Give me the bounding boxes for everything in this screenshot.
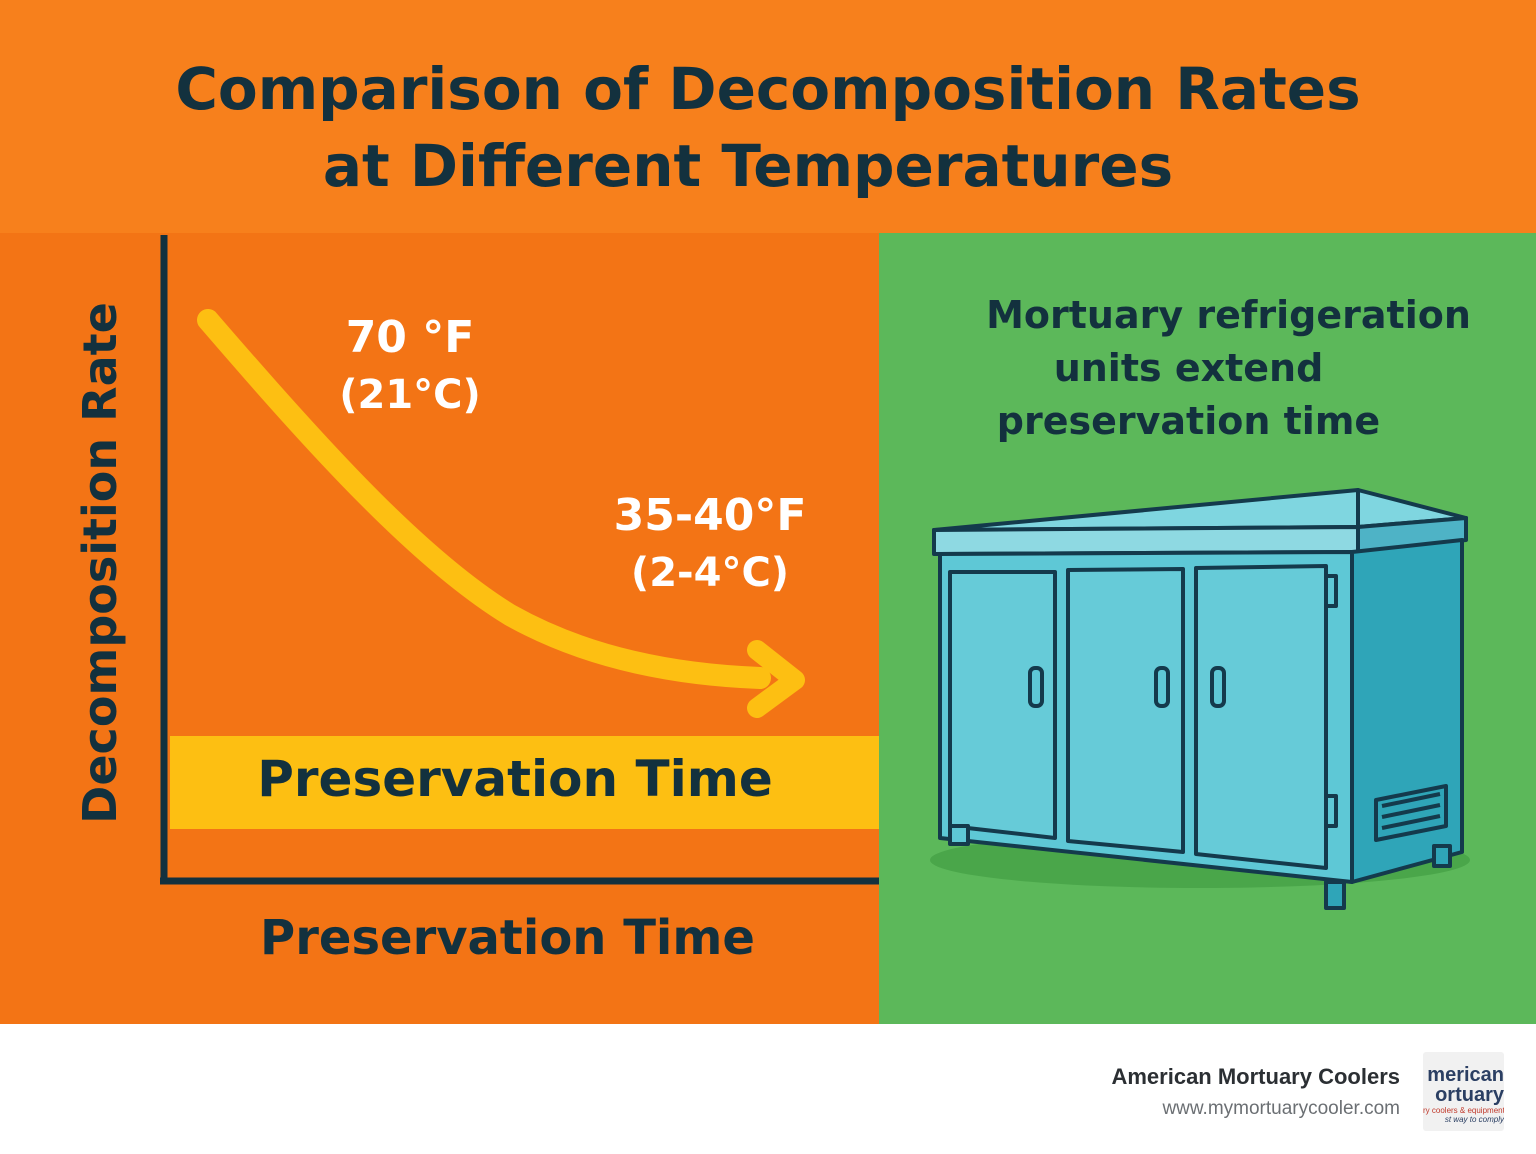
y-axis-label: Decomposition Rate [73,302,127,824]
brand-logo: merican ortuary ry coolers & equipment s… [1423,1052,1504,1131]
footer [0,1024,1536,1154]
start-temp-celsius: (21°C) [339,372,481,418]
side-text-line-1: Mortuary refrigeration [986,293,1471,337]
chart-panel [0,233,879,1024]
preservation-band [170,736,879,829]
decomposition-curve [197,309,771,689]
end-temp-celsius: (2-4°C) [630,550,790,596]
brand-name: American Mortuary Coolers [1111,1064,1400,1089]
curve-arrowhead [747,640,805,718]
title-header [0,0,1536,233]
logo-text-2: ortuary [1435,1084,1504,1106]
logo-text-4: st way to comply [1444,1115,1504,1124]
logo-text-1: merican [1427,1064,1504,1086]
side-text-line-2: units extend [1053,346,1324,390]
page-title-line-2: at Different Temperatures [322,132,1174,200]
logo-text-3: ry coolers & equipment [1423,1106,1504,1115]
start-temp-fahrenheit: 70 °F [345,312,475,363]
end-temp-fahrenheit: 35-40°F [613,490,807,541]
refrigeration-unit-icon [930,488,1470,910]
side-text-line-3: preservation time [996,399,1381,443]
x-axis-label: Preservation Time [260,910,755,966]
brand-url[interactable]: www.mymortuarycooler.com [1162,1098,1400,1119]
preservation-band-label: Preservation Time [257,750,773,808]
page-title-line-1: Comparison of Decomposition Rates [175,55,1361,123]
